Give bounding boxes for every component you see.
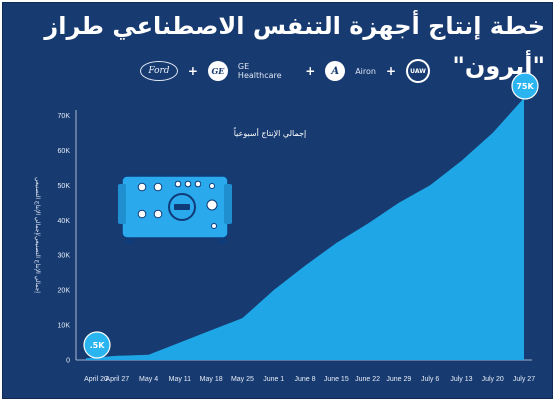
y-tick-label: 60K: [58, 148, 71, 155]
ford-logo-text: Ford: [148, 66, 170, 76]
y-tick-label: 20K: [58, 288, 71, 295]
ge-healthcare-label: GE Healthcare: [237, 62, 282, 80]
ge-logo-icon: GE: [207, 61, 228, 81]
start-badge-circle: [83, 331, 111, 359]
start-value-label: .5K: [90, 341, 106, 350]
chart-annotation: إجمالي الإنتاج أسبوعياً: [233, 127, 306, 139]
x-tick-label: June 22: [355, 376, 380, 383]
x-tick-label: June 8: [294, 376, 315, 383]
x-tick-label: May 4: [139, 376, 158, 383]
production-area: [86, 98, 524, 360]
x-tick-label: June 29: [386, 376, 411, 383]
uaw-seal-icon: UAW: [406, 59, 430, 83]
x-tick-label: July 27: [513, 376, 535, 383]
ge-logo-text: GE: [211, 66, 225, 76]
end-badge: 75K: [511, 72, 539, 100]
y-tick-label: 70K: [58, 113, 71, 120]
plus-sign: +: [385, 64, 397, 78]
x-tick-label: May 11: [169, 376, 192, 383]
uaw-seal-text: UAW: [410, 67, 426, 75]
end-value-label: 75K: [516, 82, 534, 91]
x-tick-label: May 25: [231, 376, 254, 383]
x-tick-label: June 15: [324, 376, 349, 383]
x-tick-label: April 20: [84, 376, 108, 383]
partner-logos: Ford + GE GE Healthcare + A Airon + UAW: [140, 58, 430, 84]
x-tick-label: April 27: [105, 376, 129, 383]
plus-sign: +: [187, 64, 198, 78]
y-tick-label: 40K: [58, 218, 71, 225]
x-tick-label: June 1: [263, 376, 284, 383]
y-axis-label: إجمالي الإنتاج التصنيعي/إجمالي الإنتاج ا…: [34, 177, 41, 293]
ventilator-illustration-icon: [118, 175, 232, 244]
plus-sign: +: [305, 64, 316, 78]
x-tick-label: July 20: [482, 376, 504, 383]
x-tick-label: July 6: [421, 376, 439, 383]
airon-logo-icon: A: [325, 61, 346, 81]
y-tick-labels: 0 10K 20K 30K 40K 50K 60K 70K: [58, 113, 71, 365]
x-tick-label: May 18: [200, 376, 223, 383]
y-tick-label: 30K: [58, 253, 71, 260]
airon-label: Airon: [355, 66, 376, 76]
y-tick-label: 50K: [58, 183, 71, 190]
x-tick-label: July 13: [450, 376, 472, 383]
end-badge-circle: [511, 72, 539, 100]
y-tick-label: 10K: [58, 323, 71, 330]
start-badge: .5K: [83, 331, 111, 359]
ford-logo-icon: Ford: [140, 61, 178, 81]
y-tick-label: 0: [66, 358, 70, 365]
